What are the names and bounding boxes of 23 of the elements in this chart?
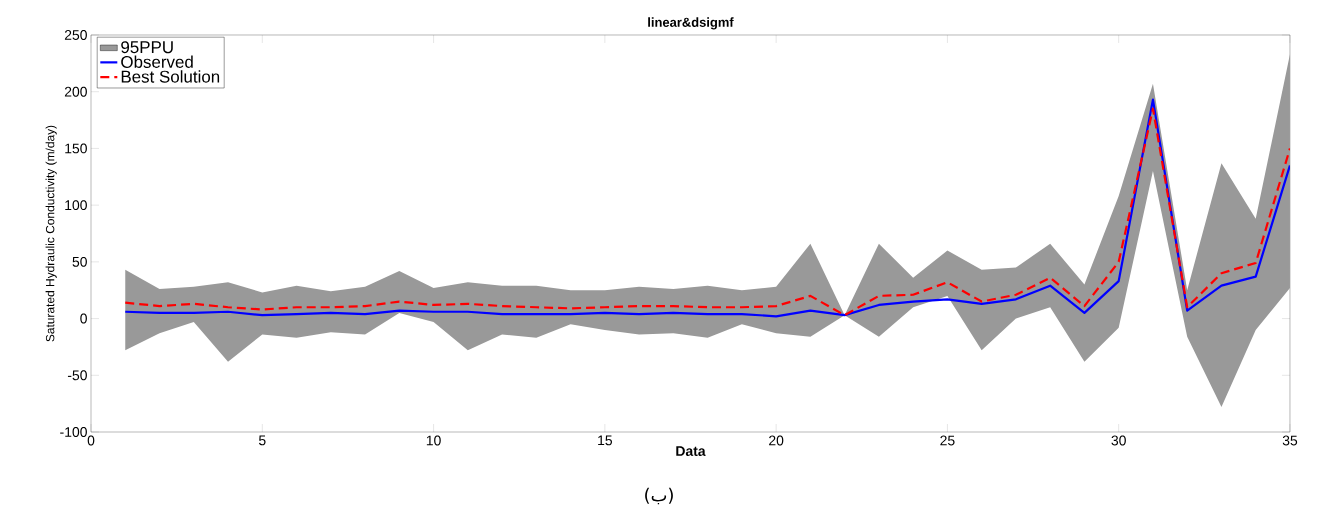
y-tick-label: -100 [60,427,87,437]
x-tick-label: 15 [598,435,613,446]
y-axis-title: Saturated Hydraulic Conductivity (m/day) [45,125,57,342]
x-axis-title: Data [676,446,706,456]
y-tick-label: 0 [80,313,87,324]
x-tick-label: 35 [1282,435,1298,446]
chart-title: linear&dsigmf [648,17,734,30]
legend-label: Observed [121,55,193,68]
y-tick-label: 250 [64,30,87,40]
y-tick-label: 200 [64,86,87,97]
y-tick-label: 100 [65,200,87,211]
x-tick-label: 0 [87,435,95,446]
y-tick-label: 50 [72,256,87,267]
y-tick-label: 150 [65,143,87,154]
y-tick-label: -50 [67,370,87,381]
x-tick-label: 25 [940,435,955,446]
x-tick-label: 10 [426,435,441,446]
x-tick-label: 5 [258,435,266,446]
x-tick-label: 30 [1111,435,1126,446]
legend-label: 95PPU [121,41,173,54]
legend-label: Best Solution [121,70,220,83]
x-tick-label: 20 [769,435,784,446]
text: (ب) [645,487,673,505]
